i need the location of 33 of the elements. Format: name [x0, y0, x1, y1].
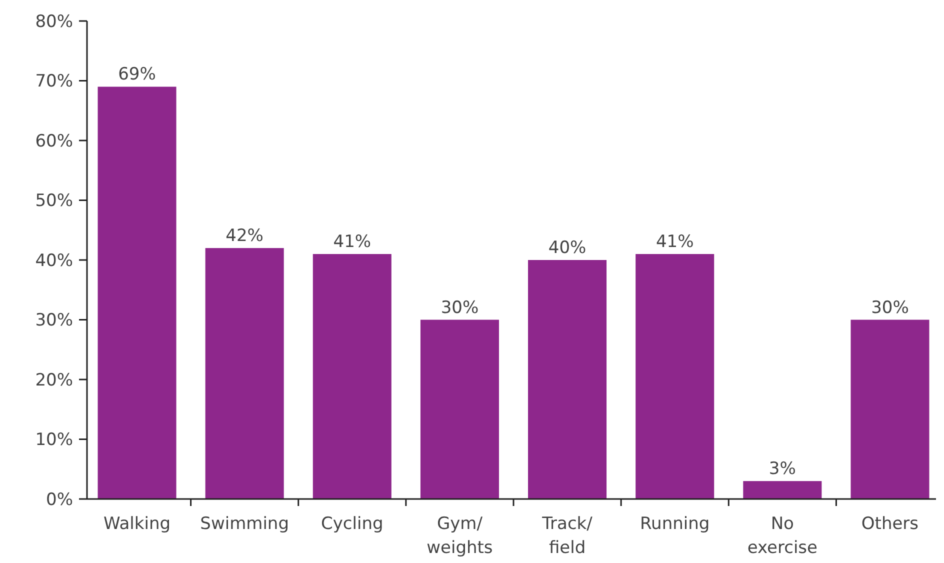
- x-tick-label: Walking: [104, 514, 171, 534]
- x-tick-label: Gym/ weights: [426, 514, 493, 558]
- x-tick-label: No exercise: [747, 514, 818, 558]
- data-label: 30%: [871, 298, 909, 318]
- y-tick-label: 20%: [35, 370, 73, 390]
- y-tick-label: 70%: [35, 72, 73, 92]
- bar: [850, 320, 930, 499]
- bar: [420, 320, 499, 499]
- y-tick-label: 40%: [35, 250, 73, 271]
- data-label: 69%: [118, 64, 156, 85]
- y-tick-label: 50%: [35, 191, 73, 212]
- x-tick-label: Swimming: [200, 514, 289, 534]
- x-tick-label: Cycling: [321, 514, 384, 534]
- data-label: 40%: [548, 238, 586, 258]
- bar: [636, 254, 714, 499]
- bar: [98, 86, 176, 499]
- bar: [528, 260, 607, 499]
- y-tick-label: 60%: [35, 131, 73, 152]
- y-tick-label: 10%: [35, 430, 73, 450]
- y-tick-label: 80%: [35, 12, 73, 32]
- x-tick-label: Running: [640, 514, 710, 534]
- y-tick-label: 30%: [35, 310, 73, 331]
- data-label: 30%: [440, 298, 479, 318]
- data-label: 41%: [656, 232, 694, 252]
- x-tick-label: Track/ field: [541, 514, 593, 558]
- bar: [743, 481, 822, 499]
- data-label: 41%: [333, 232, 372, 252]
- data-label: 42%: [226, 226, 264, 246]
- data-label: 3%: [768, 459, 796, 480]
- bar: [205, 248, 284, 499]
- bar: [312, 254, 392, 499]
- x-tick-label: Others: [861, 514, 919, 534]
- y-tick-label: 0%: [46, 490, 73, 510]
